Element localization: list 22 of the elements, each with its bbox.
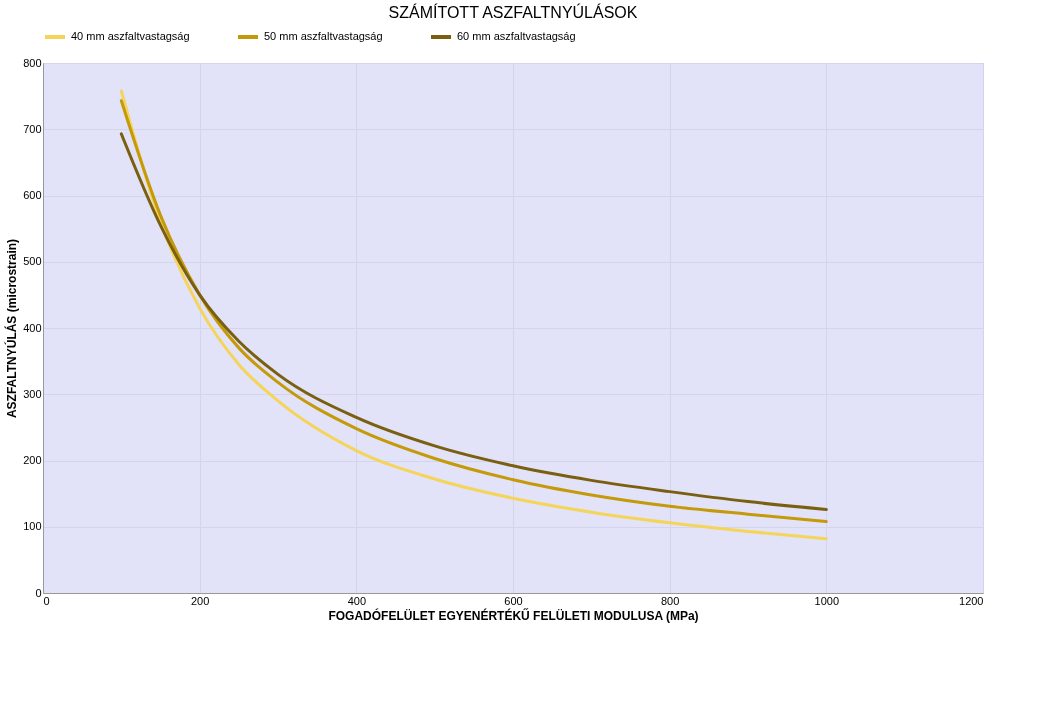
- x-tick-label: 800: [660, 594, 680, 607]
- x-tick-label: 600: [504, 594, 523, 607]
- y-tick-label: 800: [23, 56, 42, 69]
- x-tick-label: 400: [347, 594, 367, 607]
- y-tick-label: 500: [23, 255, 42, 268]
- x-tick-label: 200: [190, 594, 210, 607]
- chart-title: SZÁMÍTOTT ASZFALTNYÚLÁSOK: [388, 3, 638, 21]
- y-tick-label: 0: [35, 586, 42, 599]
- x-axis-title: FOGADÓFELÜLET EGYENÉRTÉKŰ FELÜLETI MODULUSA (MPa): [328, 607, 699, 623]
- x-tick-label: 1200: [959, 594, 984, 607]
- y-axis-title: ASZFALTNYÚLÁS (microstrain): [4, 238, 20, 419]
- y-tick-label: 100: [23, 520, 42, 533]
- x-tick-label: 1000: [814, 594, 840, 607]
- y-tick-label: 400: [23, 321, 42, 334]
- legend-label: 60 mm aszfaltvastagság: [457, 30, 576, 42]
- legend-label: 50 mm aszfaltvastagság: [264, 30, 383, 42]
- y-tick-label: 200: [23, 454, 42, 466]
- x-tick-label: 0: [43, 594, 50, 607]
- y-tick-label: 700: [23, 122, 42, 135]
- legend-label: 40 mm aszfaltvastagság: [71, 30, 190, 42]
- y-tick-label: 300: [23, 387, 42, 400]
- y-tick-label: 600: [23, 189, 42, 201]
